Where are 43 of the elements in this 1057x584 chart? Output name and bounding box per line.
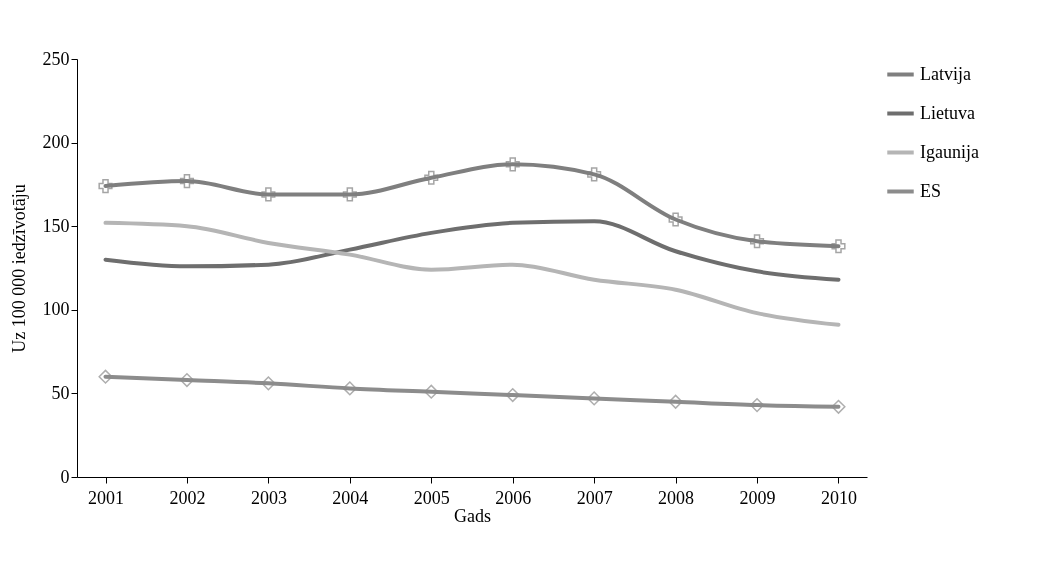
point <box>342 381 357 396</box>
x-tick-label: 2001 <box>88 487 125 508</box>
x-tick-label: 2004 <box>332 487 369 508</box>
x-axis-title: Gads <box>454 505 491 526</box>
point <box>98 369 113 384</box>
y-axis-title: Uz 100 000 iedzīvotāju <box>8 184 29 353</box>
legend-label: Igaunija <box>920 141 979 162</box>
x-tick-label: 2007 <box>576 487 613 508</box>
line-series <box>103 219 841 282</box>
point <box>424 170 439 185</box>
x-tick-label: 2002 <box>169 487 206 508</box>
y-tick-label: 100 <box>42 299 70 320</box>
point <box>587 167 602 182</box>
point <box>261 187 276 202</box>
x-tick-label: 2008 <box>658 487 695 508</box>
point <box>668 212 683 227</box>
y-tick-label: 50 <box>51 382 70 403</box>
point <box>831 239 846 254</box>
x-tick-label: 2010 <box>820 487 857 508</box>
x-tick-label: 2005 <box>413 487 450 508</box>
y-tick-label: 250 <box>42 48 70 69</box>
x-tick-label: 2006 <box>495 487 532 508</box>
y-tick-label: 150 <box>42 215 70 236</box>
legend-label: ES <box>920 180 942 201</box>
point <box>179 173 195 189</box>
y-tick-label: 200 <box>42 132 70 153</box>
legend-label: Latvija <box>920 63 971 84</box>
point <box>668 394 683 409</box>
x-tick-label: 2003 <box>250 487 287 508</box>
point <box>505 157 520 172</box>
point <box>831 399 846 414</box>
point <box>505 388 520 403</box>
point <box>261 376 276 391</box>
point <box>424 384 439 399</box>
point <box>179 372 195 388</box>
legend-label: Lietuva <box>920 102 975 123</box>
point <box>98 179 113 194</box>
y-tick-label: 0 <box>60 466 70 487</box>
line-series <box>103 220 841 327</box>
point <box>342 187 357 202</box>
x-tick-label: 2009 <box>739 487 776 508</box>
point <box>587 391 602 406</box>
point <box>749 234 765 249</box>
